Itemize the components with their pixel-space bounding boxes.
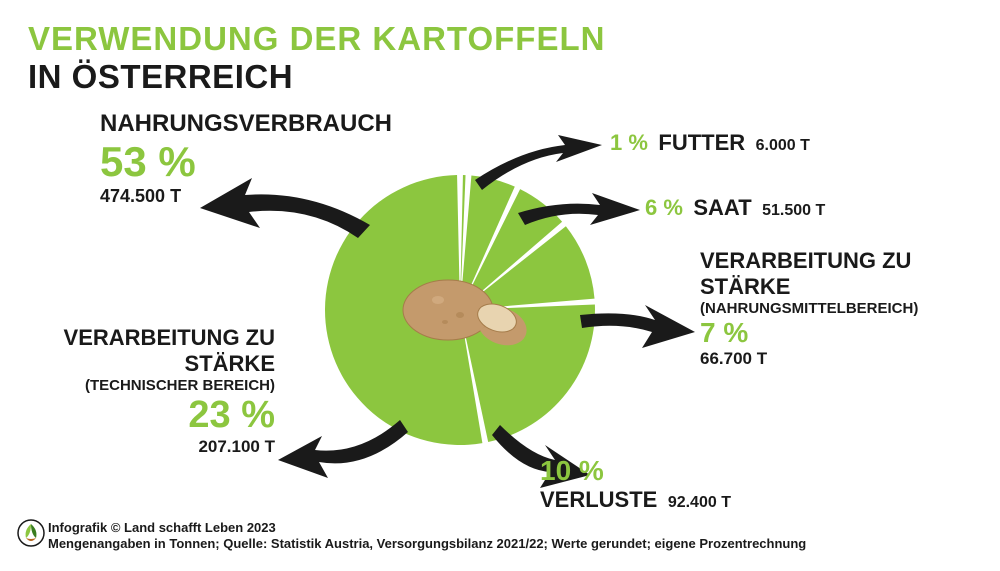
staerke-technik-label2: STÄRKE bbox=[30, 351, 275, 377]
segment-nahrung: NAHRUNGSVERBRAUCH 53 % 474.500 T bbox=[100, 110, 392, 207]
staerke-technik-label1: VERARBEITUNG ZU bbox=[30, 325, 275, 351]
futter-label: FUTTER bbox=[658, 130, 745, 155]
staerke-technik-tons: 207.100 T bbox=[30, 437, 275, 457]
saat-tons: 51.500 T bbox=[762, 202, 825, 219]
footer-line2: Mengenangaben in Tonnen; Quelle: Statist… bbox=[48, 536, 806, 551]
segment-staerke-nahrung: VERARBEITUNG ZU STÄRKE (NAHRUNGSMITTELBE… bbox=[700, 248, 918, 369]
saat-percent: 6 % bbox=[645, 195, 683, 220]
staerke-nahrung-sub: (NAHRUNGSMITTELBEREICH) bbox=[700, 300, 918, 317]
staerke-nahrung-percent: 7 % bbox=[700, 317, 918, 349]
staerke-technik-sub: (TECHNISCHER BEREICH) bbox=[30, 377, 275, 394]
segment-futter: 1 % FUTTER 6.000 T bbox=[610, 130, 810, 156]
segment-saat: 6 % SAAT 51.500 T bbox=[645, 195, 825, 221]
futter-tons: 6.000 T bbox=[756, 137, 810, 154]
saat-label: SAAT bbox=[693, 195, 751, 220]
staerke-technik-percent: 23 % bbox=[30, 394, 275, 437]
staerke-nahrung-label1: VERARBEITUNG ZU bbox=[700, 248, 918, 274]
segment-verluste: 10 % VERLUSTE 92.400 T bbox=[540, 455, 731, 513]
logo-icon bbox=[18, 520, 44, 546]
nahrung-label: NAHRUNGSVERBRAUCH bbox=[100, 110, 392, 138]
verluste-tons: 92.400 T bbox=[668, 494, 731, 511]
footer-line1: Infografik © Land schafft Leben 2023 bbox=[48, 520, 276, 535]
segment-staerke-technik: VERARBEITUNG ZU STÄRKE (TECHNISCHER BERE… bbox=[30, 325, 275, 457]
verluste-label: VERLUSTE bbox=[540, 487, 657, 512]
nahrung-percent: 53 % bbox=[100, 138, 392, 186]
futter-percent: 1 % bbox=[610, 130, 648, 155]
verluste-percent: 10 % bbox=[540, 455, 604, 486]
nahrung-tons: 474.500 T bbox=[100, 186, 392, 207]
staerke-nahrung-label2: STÄRKE bbox=[700, 274, 918, 300]
infographic-stage: VERWENDUNG DER KARTOFFELN IN ÖSTERREICH bbox=[0, 0, 1000, 571]
staerke-nahrung-tons: 66.700 T bbox=[700, 349, 918, 369]
